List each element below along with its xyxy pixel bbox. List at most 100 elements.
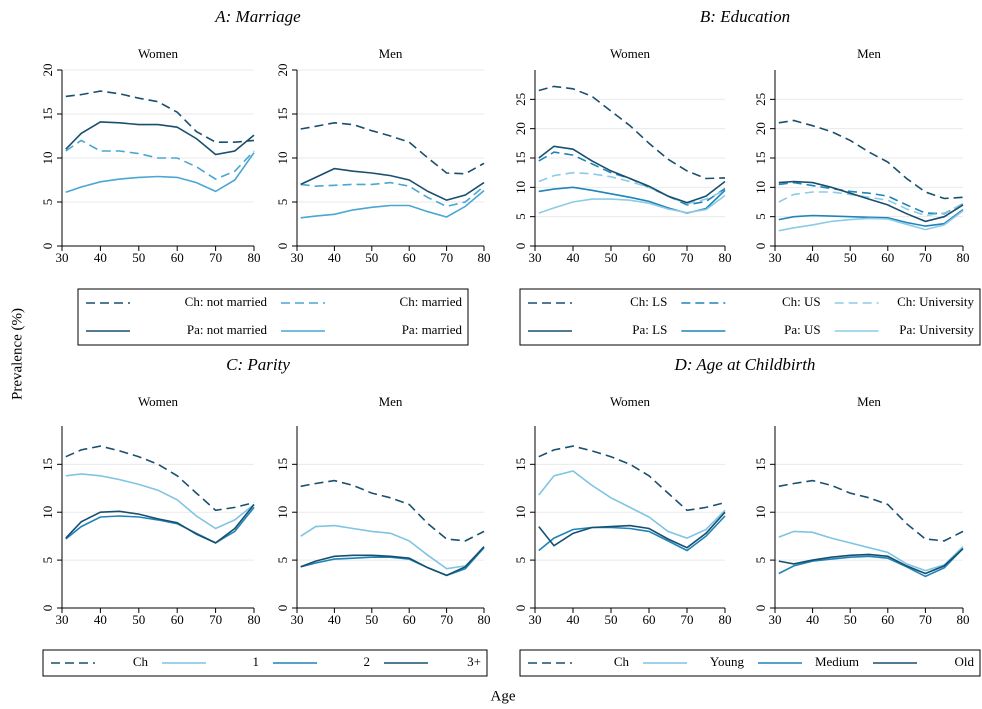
series-line bbox=[778, 548, 964, 578]
legend-label: Ch: University bbox=[897, 294, 974, 309]
series-line bbox=[538, 145, 726, 204]
x-tick-label: 80 bbox=[957, 250, 970, 265]
series-line bbox=[778, 208, 964, 227]
subplot-title: Men bbox=[379, 394, 403, 409]
subplot-title: Women bbox=[138, 46, 179, 61]
x-tick-label: 30 bbox=[291, 612, 304, 627]
x-tick-label: 30 bbox=[291, 250, 304, 265]
y-tick-label: 5 bbox=[513, 557, 528, 564]
y-tick-label: 15 bbox=[40, 458, 55, 471]
y-tick-label: 5 bbox=[753, 557, 768, 564]
y-tick-label: 0 bbox=[40, 243, 55, 250]
series-line bbox=[65, 121, 255, 156]
series-line bbox=[778, 479, 964, 542]
series-line bbox=[300, 479, 485, 542]
x-tick-label: 40 bbox=[94, 612, 107, 627]
series-line bbox=[778, 210, 964, 232]
x-tick-label: 80 bbox=[248, 250, 261, 265]
legend-label: Ch: not married bbox=[185, 294, 268, 309]
y-tick-label: 5 bbox=[40, 557, 55, 564]
y-tick-label: 20 bbox=[513, 122, 528, 135]
series-line bbox=[778, 181, 964, 215]
y-tick-label: 5 bbox=[275, 557, 290, 564]
x-tick-label: 50 bbox=[844, 250, 857, 265]
y-tick-label: 20 bbox=[275, 64, 290, 77]
series-line bbox=[300, 189, 485, 219]
legend-label: Ch: LS bbox=[630, 294, 667, 309]
y-tick-label: 15 bbox=[753, 458, 768, 471]
y-tick-label: 10 bbox=[753, 506, 768, 519]
x-tick-label: 40 bbox=[806, 612, 819, 627]
y-tick-label: 15 bbox=[513, 458, 528, 471]
y-tick-label: 10 bbox=[40, 506, 55, 519]
legend-label: 3+ bbox=[467, 654, 481, 669]
y-tick-label: 5 bbox=[40, 199, 55, 206]
x-tick-label: 40 bbox=[567, 250, 580, 265]
x-tick-label: 60 bbox=[171, 612, 184, 627]
x-tick-label: 60 bbox=[171, 250, 184, 265]
series-line bbox=[300, 181, 485, 208]
legend-label: 1 bbox=[253, 654, 260, 669]
x-tick-label: 80 bbox=[478, 250, 491, 265]
subplot-title: Men bbox=[857, 394, 881, 409]
x-tick-label: 60 bbox=[403, 250, 416, 265]
x-tick-label: 40 bbox=[94, 250, 107, 265]
series-line bbox=[65, 473, 255, 530]
x-tick-label: 50 bbox=[132, 612, 145, 627]
y-tick-label: 5 bbox=[513, 213, 528, 220]
subplot-title: Women bbox=[138, 394, 179, 409]
subplot-title: Women bbox=[610, 394, 651, 409]
y-tick-label: 0 bbox=[275, 605, 290, 612]
legend-label: Medium bbox=[815, 654, 859, 669]
legend-label: Young bbox=[710, 654, 745, 669]
x-tick-label: 80 bbox=[957, 612, 970, 627]
x-tick-label: 70 bbox=[209, 250, 222, 265]
y-tick-label: 15 bbox=[513, 152, 528, 165]
x-tick-label: 40 bbox=[328, 250, 341, 265]
series-line bbox=[538, 445, 726, 512]
x-tick-label: 80 bbox=[478, 612, 491, 627]
legend-label: Pa: not married bbox=[187, 322, 268, 337]
y-tick-label: 0 bbox=[275, 243, 290, 250]
legend-label: Pa: married bbox=[402, 322, 463, 337]
y-tick-label: 10 bbox=[513, 506, 528, 519]
x-tick-label: 70 bbox=[681, 612, 694, 627]
x-tick-label: 60 bbox=[881, 250, 894, 265]
y-tick-label: 10 bbox=[753, 181, 768, 194]
x-axis-label: Age bbox=[491, 688, 516, 704]
panel-title: A: Marriage bbox=[214, 7, 301, 26]
y-axis-label: Prevalence (%) bbox=[9, 308, 25, 400]
series-line bbox=[778, 180, 964, 223]
x-tick-label: 30 bbox=[56, 250, 69, 265]
x-tick-label: 60 bbox=[643, 612, 656, 627]
legend-label: Ch bbox=[133, 654, 149, 669]
series-line bbox=[538, 515, 726, 552]
legend-label: Ch bbox=[614, 654, 630, 669]
series-line bbox=[300, 546, 485, 577]
y-tick-label: 0 bbox=[753, 605, 768, 612]
x-tick-label: 40 bbox=[567, 612, 580, 627]
y-tick-label: 20 bbox=[40, 64, 55, 77]
y-tick-label: 0 bbox=[753, 243, 768, 250]
x-tick-label: 80 bbox=[248, 612, 261, 627]
panel-title: B: Education bbox=[700, 7, 790, 26]
x-tick-label: 70 bbox=[209, 612, 222, 627]
series-line bbox=[538, 194, 726, 214]
legend-label: Ch: married bbox=[400, 294, 463, 309]
x-tick-label: 30 bbox=[529, 250, 542, 265]
subplot-title: Men bbox=[379, 46, 403, 61]
series-line bbox=[778, 530, 964, 572]
y-tick-label: 5 bbox=[275, 199, 290, 206]
series-line bbox=[538, 511, 726, 549]
y-tick-label: 5 bbox=[753, 213, 768, 220]
series-line bbox=[300, 167, 485, 202]
x-tick-label: 70 bbox=[919, 250, 932, 265]
x-tick-label: 40 bbox=[328, 612, 341, 627]
series-line bbox=[300, 121, 485, 175]
series-line bbox=[65, 90, 255, 143]
series-line bbox=[538, 470, 726, 539]
x-tick-label: 70 bbox=[440, 612, 453, 627]
y-tick-label: 10 bbox=[275, 152, 290, 165]
series-line bbox=[65, 504, 255, 544]
